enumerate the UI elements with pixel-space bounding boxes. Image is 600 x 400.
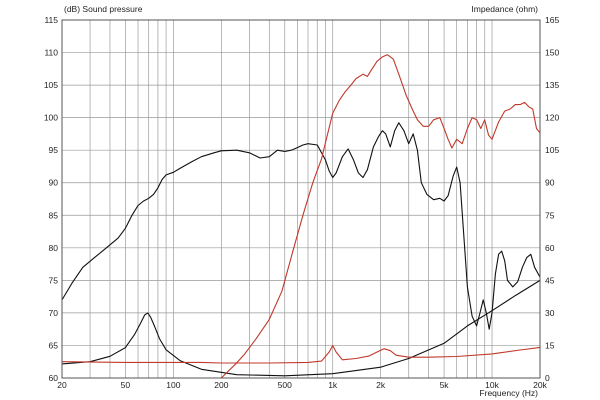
x-tick-label: 2k xyxy=(376,380,386,390)
x-tick-label: 20 xyxy=(57,380,67,390)
y-left-tick-label: 80 xyxy=(49,243,59,253)
y-left-tick-label: 110 xyxy=(44,48,58,58)
y-right-tick-label: 60 xyxy=(545,243,555,253)
x-tick-label: 5k xyxy=(440,380,450,390)
x-axis-title: Frequency (Hz) xyxy=(479,388,538,398)
series-line-1 xyxy=(61,122,541,330)
grid-lines xyxy=(62,20,540,378)
plot-frame xyxy=(61,19,541,379)
y-left-tick-label: 75 xyxy=(49,275,59,285)
x-tick-label: 100 xyxy=(166,380,180,390)
x-tick-label: 10k xyxy=(485,380,499,390)
y-right-tick-label: 120 xyxy=(545,113,559,123)
x-tick-label: 200 xyxy=(214,380,228,390)
tick-labels: 60 65 70 75 80 85 90 95 100 105 110 115 0 15 30 45 60 75 9… xyxy=(44,15,560,390)
y-left-tick-label: 105 xyxy=(44,80,58,90)
series-line-3 xyxy=(61,344,541,364)
y-right-tick-label: 150 xyxy=(545,48,559,58)
x-tick-label: 500 xyxy=(278,380,292,390)
y-right-tick-label: 105 xyxy=(545,145,559,155)
y-left-tick-label: 95 xyxy=(49,145,59,155)
x-tick-label: 50 xyxy=(121,380,131,390)
y-left-tick-label: 85 xyxy=(49,210,59,220)
y-right-title: Impedance (ohm) xyxy=(471,4,538,14)
y-left-tick-label: 70 xyxy=(49,308,59,318)
y-left-tick-label: 115 xyxy=(44,15,58,25)
y-right-tick-label: 30 xyxy=(545,308,555,318)
y-right-tick-label: 15 xyxy=(545,340,555,350)
y-right-tick-label: 75 xyxy=(545,210,555,220)
series-line-4 xyxy=(220,54,541,379)
y-left-tick-label: 90 xyxy=(49,178,59,188)
y-left-tick-label: 100 xyxy=(44,113,58,123)
y-left-tick-label: 65 xyxy=(49,340,59,350)
y-right-tick-label: 135 xyxy=(545,80,559,90)
y-right-tick-label: 0 xyxy=(545,373,550,383)
y-left-title: (dB) Sound pressure xyxy=(64,4,143,14)
x-tick-label: 1k xyxy=(328,380,338,390)
y-right-tick-label: 90 xyxy=(545,178,555,188)
y-right-tick-label: 165 xyxy=(545,15,559,25)
x-tick-label: 20k xyxy=(533,380,547,390)
series-group xyxy=(61,54,541,379)
y-left-tick-label: 60 xyxy=(49,373,59,383)
series-line-2 xyxy=(61,279,541,377)
y-right-tick-label: 45 xyxy=(545,275,555,285)
